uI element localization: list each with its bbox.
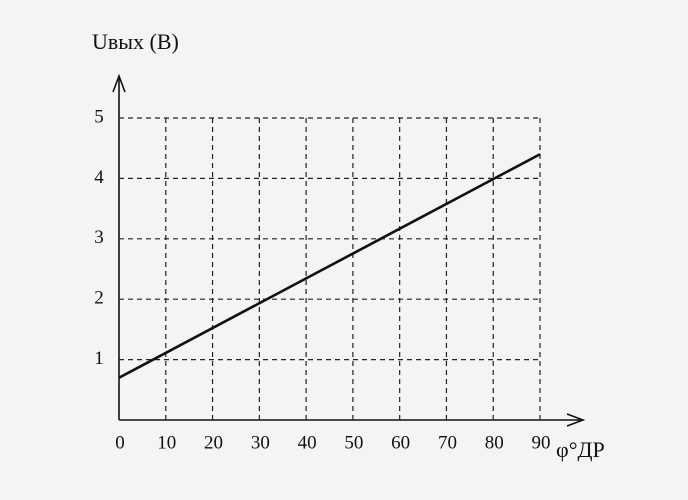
- x-tick-label: 50: [344, 432, 363, 453]
- y-axis-label: Uвых (В): [92, 29, 179, 54]
- x-tick-label: 60: [391, 432, 410, 453]
- x-tick-label: 0: [115, 432, 125, 453]
- x-tick-label: 30: [251, 432, 270, 453]
- x-tick-label: 10: [157, 432, 176, 453]
- data-line: [118, 153, 541, 379]
- y-tick-label: 4: [94, 167, 104, 188]
- x-axis-arrow: [566, 413, 586, 427]
- y-tick-label: 2: [94, 288, 104, 309]
- x-tick-label: 90: [532, 432, 551, 453]
- y-tick-label: 5: [94, 106, 104, 127]
- x-tick-label: 70: [438, 432, 457, 453]
- y-tick-label: 3: [94, 227, 104, 248]
- y-axis-arrow: [112, 73, 126, 93]
- x-tick-label: 20: [204, 432, 223, 453]
- x-tick-label: 40: [298, 432, 317, 453]
- x-tick-label: 80: [485, 432, 504, 453]
- y-tick-label: 1: [94, 348, 104, 369]
- x-axis-label: φ°ДР: [556, 437, 605, 462]
